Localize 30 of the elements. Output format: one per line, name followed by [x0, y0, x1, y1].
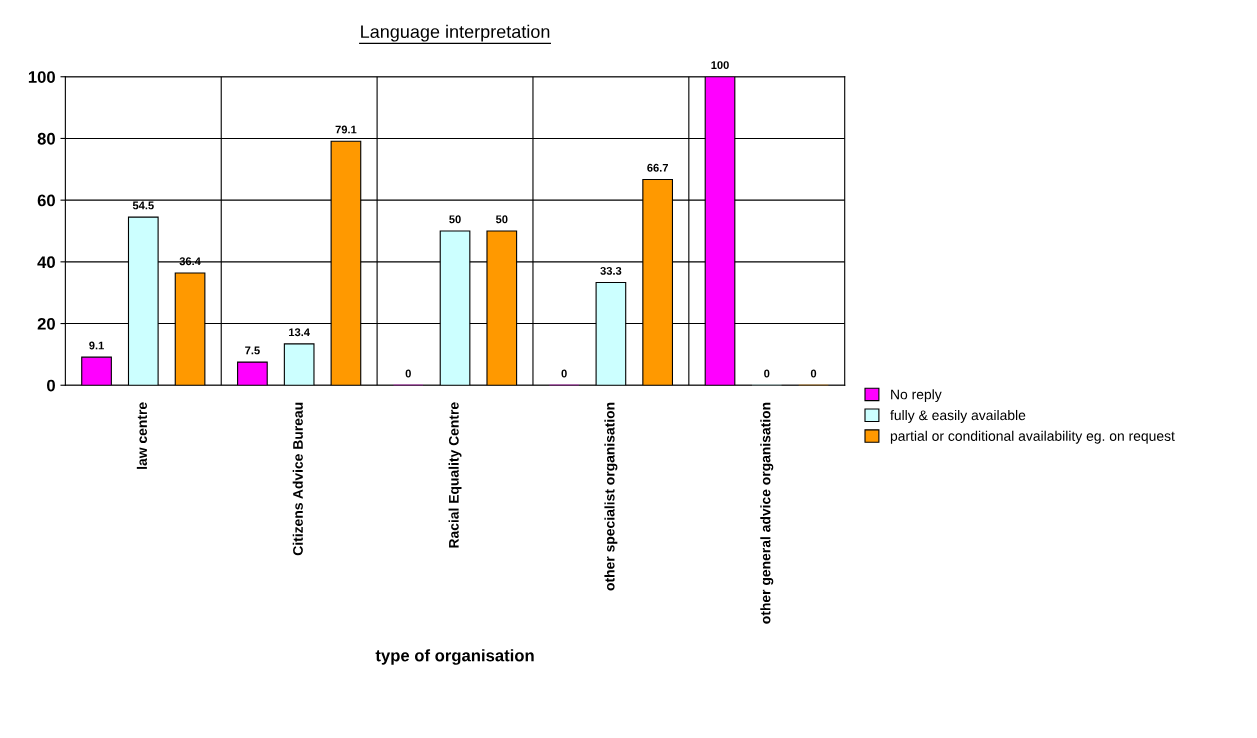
legend-label: fully & easily available: [890, 409, 1026, 423]
x-tick-label: law centre: [136, 402, 148, 469]
data-label: 66.7: [647, 163, 668, 172]
y-tick-label: 100: [28, 71, 55, 83]
data-label: 9.1: [89, 341, 104, 350]
legend-label: partial or conditional availability eg. on request: [890, 430, 1175, 444]
data-label: 0: [764, 369, 770, 378]
data-label: 100: [711, 61, 729, 69]
x-tick-label: Citizens Advice Bureau: [292, 402, 303, 556]
legend-label: No reply: [891, 389, 942, 403]
y-tick-label: 80: [37, 132, 55, 145]
data-label: 54.5: [132, 201, 154, 210]
data-label: 0: [561, 369, 567, 378]
chart-title: Language interpretation: [361, 24, 550, 42]
data-label: 0: [405, 369, 411, 378]
data-label: 13.4: [289, 328, 310, 337]
y-tick-label: 60: [37, 194, 55, 207]
data-label: 50: [449, 215, 461, 224]
data-label: 7.5: [245, 346, 260, 355]
y-tick-label: 20: [37, 317, 55, 330]
x-tick-label: other specialist organisation: [604, 402, 618, 591]
y-tick-label: 0: [47, 379, 55, 392]
data-label: 0: [810, 369, 817, 378]
y-tick-label: 40: [37, 256, 55, 269]
x-tick-label: other general advice organisation: [760, 402, 774, 624]
data-label: 50: [495, 215, 508, 224]
data-label: 79.1: [335, 125, 357, 134]
x-tick-label: Racial Equality Centre: [448, 402, 462, 548]
x-axis-title: type of organisation: [375, 649, 534, 665]
data-label: 33.3: [600, 266, 622, 275]
